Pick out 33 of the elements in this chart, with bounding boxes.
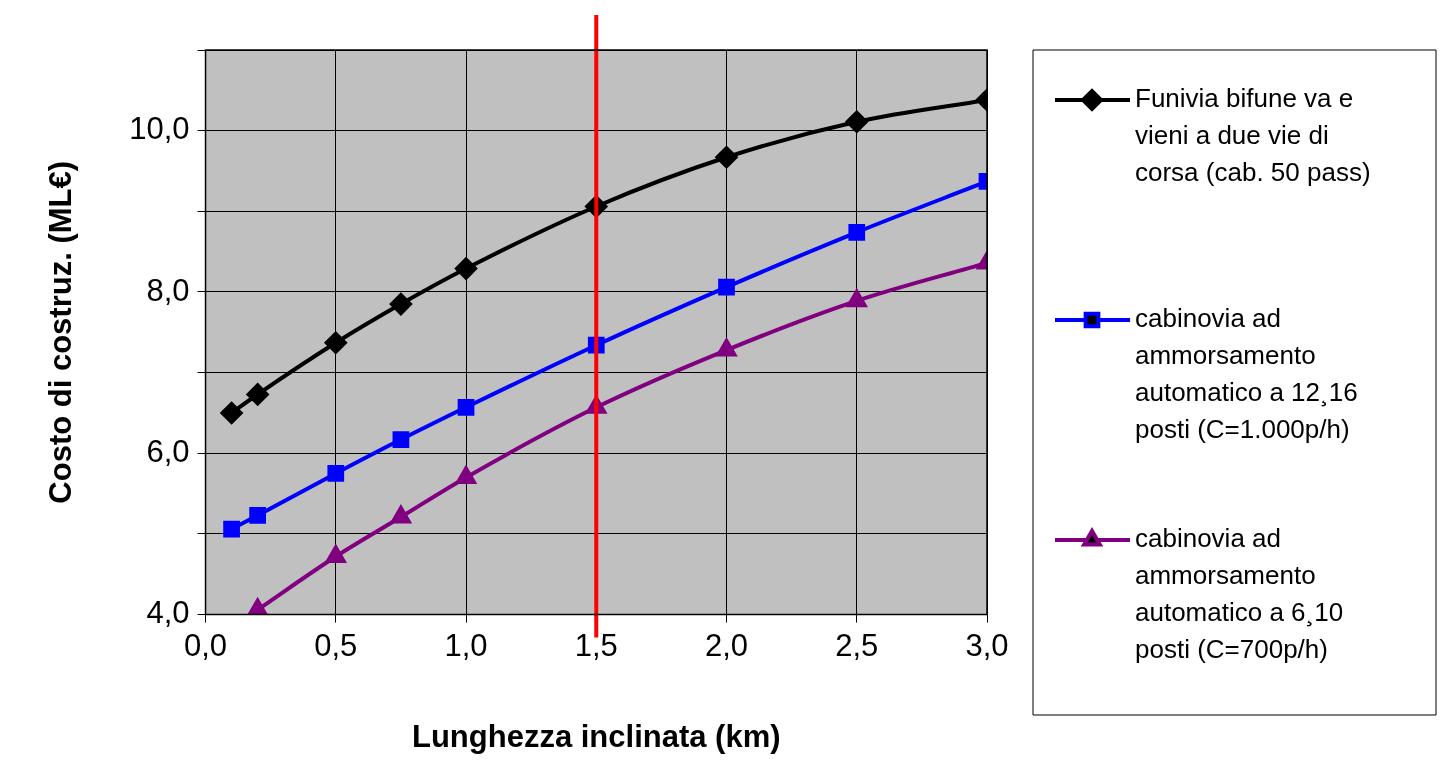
point	[391, 506, 411, 524]
point	[220, 401, 243, 424]
legend-label: Funivia bifune va e vieni a due vie di corsa (cab. 50 pass)	[1135, 83, 1371, 188]
point	[249, 507, 266, 524]
point	[456, 466, 476, 484]
point	[389, 293, 412, 316]
point	[716, 339, 737, 357]
point	[324, 331, 347, 354]
x-tick-label: 2,0	[704, 627, 749, 663]
point	[392, 431, 410, 448]
point	[715, 146, 738, 169]
point	[246, 383, 269, 406]
y-tick-label: 8,0	[146, 272, 190, 308]
point	[455, 257, 478, 280]
point	[325, 543, 347, 564]
x-tick-label: 1,0	[444, 627, 488, 663]
x-tick-label: 3,0	[965, 627, 1009, 663]
x-tick-label: 2,5	[835, 627, 879, 663]
y-tick-label: 6,0	[146, 433, 190, 469]
y-tick-label: 10,0	[129, 111, 190, 147]
x-tick-label: 1,5	[574, 627, 618, 663]
legend-label: cabinovia ad ammorsamento automatico a 12¸16 posti (C=1.000p/h)	[1135, 303, 1358, 445]
point	[846, 289, 867, 308]
x-axis-title: Lunghezza inclinata (km)	[411, 718, 781, 754]
point	[327, 465, 345, 482]
legend-label: cabinovia ad ammorsamento automatico a 6¸10 posti (C=700p/h)	[1135, 523, 1344, 665]
point	[718, 278, 735, 296]
y-axis-title: Costo di costruz. (ML€)	[43, 160, 79, 504]
point	[223, 520, 240, 538]
point	[457, 398, 475, 416]
point	[845, 110, 868, 133]
point	[848, 223, 866, 241]
x-tick-label: 0,5	[314, 627, 358, 663]
